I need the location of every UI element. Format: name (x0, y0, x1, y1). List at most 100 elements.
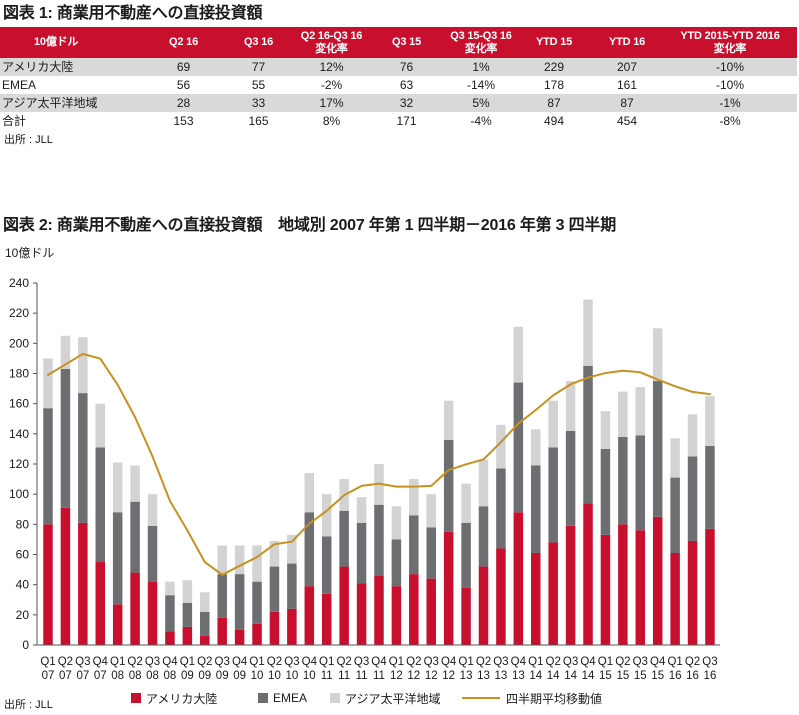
bar-americas-q4-13 (513, 512, 524, 645)
bar-americas-q4-15 (652, 516, 663, 645)
x-tick-year: 07 (59, 670, 72, 682)
figure-2-source: 出所 : JLL (4, 699, 53, 711)
bar-emea-q1-11 (321, 536, 332, 594)
x-tick-quarter: Q3 (633, 656, 648, 668)
bar-apac-q1-14 (531, 429, 541, 466)
cell-ytd-15: 87 (517, 94, 591, 112)
x-tick-year: 13 (477, 670, 490, 682)
bar-emea-q3-16 (705, 445, 715, 529)
x-tick-quarter: Q4 (580, 656, 596, 668)
cell-ytd-15: 178 (543, 78, 565, 92)
bar-emea-q1-09 (182, 602, 193, 627)
x-tick-quarter: Q4 (302, 656, 318, 668)
bar-americas-q3-11 (356, 583, 367, 645)
x-tick-quarter: Q3 (493, 656, 508, 668)
legend-label: EMEA (273, 691, 308, 705)
bar-americas-q3-15 (635, 530, 646, 645)
header-ytd-16: YTD 16 (591, 27, 663, 58)
bar-apac-q1-09 (182, 580, 193, 603)
row-label: EMEA (2, 78, 37, 92)
bar-emea-q4-11 (374, 504, 384, 576)
bar-apac-q2-13 (478, 459, 489, 507)
x-tick-year: 14 (547, 670, 560, 682)
table-row-americas: アメリカ大陸 69 77 12% 76 1% 229 207 -10% (0, 58, 797, 76)
x-tick-quarter: Q3 (563, 656, 578, 668)
bar-americas-q1-09 (182, 626, 193, 645)
y-tick-label: 100 (9, 487, 29, 501)
bar-americas-q4-08 (165, 631, 175, 645)
bar-apac-q1-08 (112, 462, 123, 513)
x-tick-quarter: Q1 (667, 656, 682, 668)
x-tick-year: 11 (373, 670, 385, 682)
x-tick-quarter: Q1 (249, 656, 264, 668)
bar-emea-q2-16 (687, 456, 698, 541)
cell-ytd-15: 494 (543, 114, 565, 128)
x-tick-quarter: Q2 (406, 656, 421, 668)
bar-apac-q2-10 (269, 540, 280, 567)
legend-label: アメリカ大陸 (146, 691, 218, 706)
bar-emea-q2-14 (548, 447, 558, 543)
x-tick-year: 11 (356, 670, 368, 682)
bar-apac-q1-15 (600, 411, 611, 449)
bar-americas-q3-08 (147, 581, 158, 645)
x-tick-year: 13 (460, 670, 473, 682)
y-tick-label: 0 (22, 638, 29, 652)
x-tick-year: 07 (76, 670, 89, 682)
bar-americas-q1-08 (112, 604, 123, 645)
bar-apac-q3-08 (147, 494, 158, 526)
y-tick-label: 120 (9, 457, 29, 471)
cell-q3-16: 55 (251, 78, 266, 92)
bar-americas-q2-08 (130, 572, 140, 645)
bar-americas-q3-12 (426, 578, 436, 645)
header-change-q2-q3-16: Q2 16-Q3 16 変化率 (295, 27, 368, 58)
bar-apac-q4-09 (234, 545, 245, 575)
bar-apac-q1-10 (252, 545, 262, 582)
bar-emea-q4-10 (304, 512, 315, 587)
bar-emea-q1-14 (531, 465, 541, 553)
bar-apac-q3-09 (217, 545, 227, 575)
bar-americas-q2-13 (478, 566, 489, 645)
x-tick-year: 08 (129, 670, 142, 682)
bar-americas-q1-10 (252, 623, 262, 645)
bar-emea-q2-15 (618, 436, 628, 525)
bar-emea-q3-12 (426, 527, 436, 579)
x-tick-quarter: Q2 (267, 656, 282, 668)
y-tick-label: 80 (16, 517, 30, 531)
bar-apac-q4-13 (513, 326, 524, 383)
cell-q3-15: 171 (396, 114, 417, 128)
bar-americas-q1-12 (391, 586, 402, 645)
header-change-ytd: YTD 2015-YTD 2016 変化率 (663, 27, 797, 58)
header-q3-16: Q3 16 (222, 27, 295, 58)
cell-q3-15: 63 (399, 78, 414, 92)
bar-emea-q2-09 (200, 611, 210, 636)
table-1-title: 図表 1: 商業用不動産への直接投資額 (3, 5, 263, 22)
bar-emea-q3-08 (147, 525, 158, 582)
x-tick-quarter: Q2 (476, 656, 491, 668)
bar-apac-q3-15 (635, 387, 646, 436)
y-tick-label: 200 (9, 336, 29, 350)
bar-emea-q4-07 (95, 447, 106, 563)
bar-apac-q4-07 (95, 403, 106, 448)
x-tick-year: 08 (146, 670, 159, 682)
x-tick-quarter: Q1 (389, 656, 404, 668)
x-tick-year: 12 (425, 670, 438, 682)
bar-emea-q1-10 (252, 581, 262, 624)
bar-americas-q2-09 (200, 635, 210, 645)
bar-emea-q2-07 (60, 368, 71, 508)
legend-swatch-emea (258, 693, 268, 703)
bar-emea-q1-08 (112, 512, 123, 605)
bar-emea-q4-14 (583, 365, 593, 504)
bar-apac-q3-16 (705, 396, 715, 446)
x-tick-quarter: Q4 (441, 656, 457, 668)
bar-americas-q2-07 (60, 507, 71, 645)
x-tick-quarter: Q2 (685, 656, 700, 668)
bar-emea-q2-11 (339, 510, 349, 567)
x-tick-year: 13 (495, 670, 508, 682)
legend-swatch-apac (330, 693, 340, 703)
bar-emea-q3-14 (565, 430, 576, 526)
bar-apac-q1-11 (321, 494, 332, 537)
x-tick-quarter: Q4 (650, 656, 666, 668)
y-tick-label: 60 (16, 548, 30, 562)
x-tick-year: 10 (285, 670, 298, 682)
cell-q2-16: 28 (145, 94, 222, 112)
